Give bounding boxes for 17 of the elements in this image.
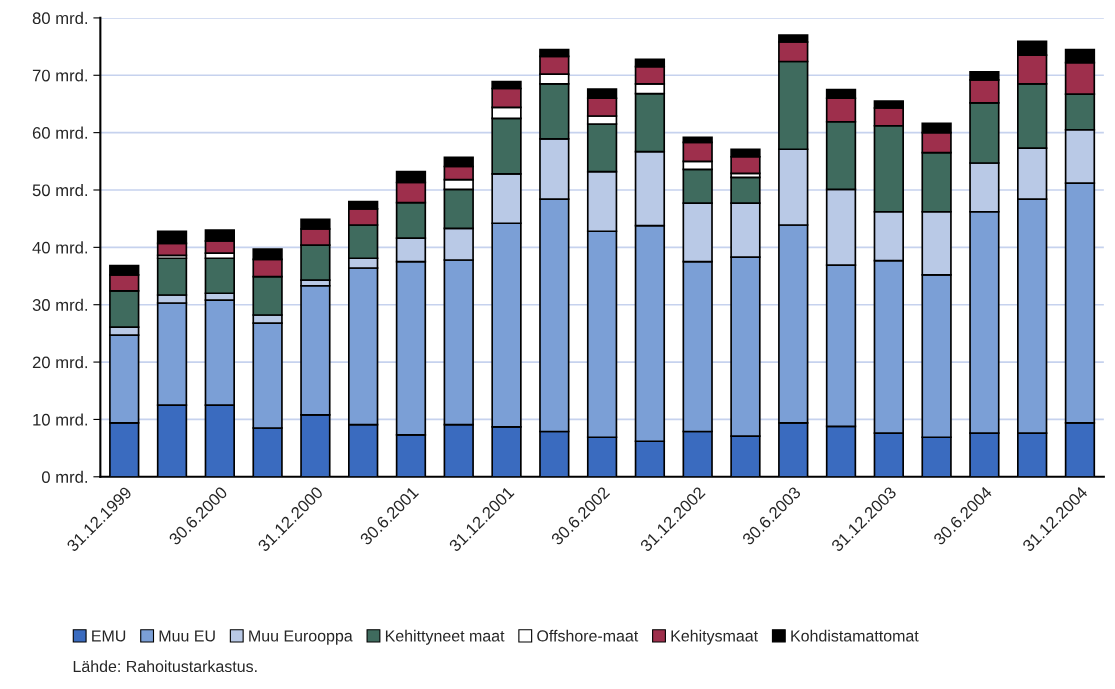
- legend-label: Kohdistamattomat: [791, 629, 919, 642]
- y-tick-label: 30 mrd.: [32, 298, 88, 311]
- legend-label: Muu EU: [159, 630, 215, 642]
- legend-label: EMU: [92, 630, 126, 642]
- y-tick-label: 70 mrd.: [32, 69, 88, 82]
- text: Lähde: Rahoitustarkastus.: [73, 660, 257, 673]
- y-tick-label: 80 mrd.: [32, 11, 88, 25]
- y-tick-label: 0 mrd.: [41, 470, 88, 483]
- y-tick-label: 50 mrd.: [32, 183, 88, 197]
- legend-label: Muu Eurooppa: [249, 630, 353, 645]
- y-tick-label: 20 mrd.: [32, 356, 88, 369]
- y-tick-label: 10 mrd.: [33, 413, 88, 426]
- legend-label: Offshore-maat: [537, 629, 639, 642]
- y-tick-label: 60 mrd.: [32, 126, 88, 139]
- legend-label: Kehitysmaat: [671, 629, 758, 645]
- legend-label: Kehittyneet maat: [385, 629, 505, 645]
- y-tick-label: 40 mrd.: [32, 241, 88, 254]
